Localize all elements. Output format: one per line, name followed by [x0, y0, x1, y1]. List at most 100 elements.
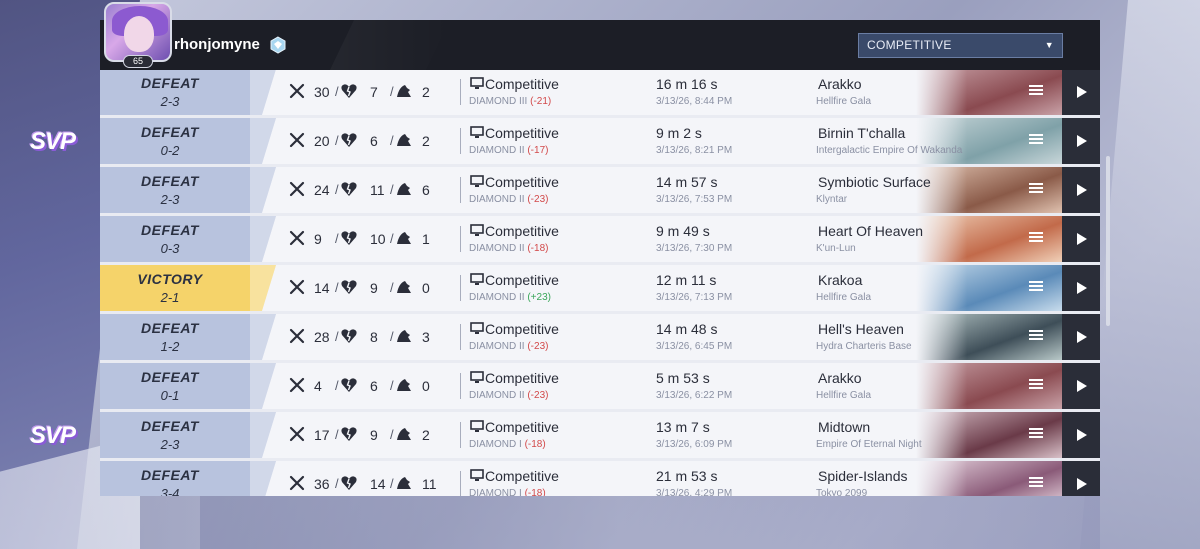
mode-filter-dropdown[interactable]: COMPETITIVE ▼ [858, 33, 1063, 58]
menu-icon[interactable] [1028, 181, 1044, 195]
menu-icon[interactable] [1028, 230, 1044, 244]
rank-tier: DIAMOND II [469, 390, 525, 401]
rank-change: DIAMOND II (-17) [469, 145, 548, 156]
match-row[interactable]: DEFEAT 2-3 24 / 11 / 6 Competitive DIAMOND II (-… [100, 167, 1100, 213]
map-name: Heart Of Heaven [818, 223, 924, 239]
match-datetime: 3/13/26, 7:13 PM [656, 292, 733, 303]
player-avatar[interactable] [104, 2, 172, 62]
kills-count: 24 [314, 182, 330, 198]
replay-button[interactable] [1062, 461, 1100, 496]
kda-separator: / [390, 476, 394, 491]
match-row[interactable]: DEFEAT 2-3 30 / 7 / 2 Competitive DIAMOND III (-… [100, 70, 1100, 115]
rank-delta: (-23) [527, 390, 549, 401]
rank-change: DIAMOND II (-18) [469, 243, 548, 254]
rank-change: DIAMOND II (-23) [469, 341, 548, 352]
match-mode: Competitive [485, 419, 559, 435]
deaths-count: 9 [370, 427, 378, 443]
map-region: Hellfire Gala [816, 292, 872, 303]
match-row[interactable]: DEFEAT 0-2 20 / 6 / 2 Competitive DIAMOND II (-1… [100, 118, 1100, 164]
kda-separator: / [390, 280, 394, 295]
rank-tier: DIAMOND II [469, 145, 525, 156]
map-name: Spider-Islands [818, 468, 908, 484]
match-row[interactable]: DEFEAT 0-1 4 / 6 / 0 Competitive DIAMOND II (-23… [100, 363, 1100, 409]
play-icon [1077, 380, 1087, 392]
match-result: VICTORY [137, 271, 203, 287]
replay-button[interactable] [1062, 265, 1100, 311]
map-thumbnail [916, 70, 1062, 115]
match-result: DEFEAT [141, 222, 199, 238]
match-history-list[interactable]: DEFEAT 2-3 30/7/2 Competitive DIAMOND III (-… [100, 70, 1100, 496]
column-divider [460, 373, 461, 399]
menu-icon[interactable] [1028, 279, 1044, 293]
menu-icon[interactable] [1028, 83, 1044, 97]
menu-icon[interactable] [1028, 328, 1044, 342]
broken-heart-icon [341, 231, 357, 245]
kills-count: 17 [314, 427, 330, 443]
assists-count: 2 [422, 84, 430, 100]
rank-change: DIAMOND II (-23) [469, 194, 548, 205]
menu-icon[interactable] [1028, 377, 1044, 391]
match-result: DEFEAT [141, 369, 199, 385]
match-duration: 16 m 16 s [656, 76, 718, 92]
match-row[interactable]: DEFEAT 0-3 9 / 10 / 1 Competitive DIAMOND II (-1… [100, 216, 1100, 262]
assists-count: 0 [422, 378, 430, 394]
replay-button[interactable] [1062, 314, 1100, 360]
assist-hand-icon [397, 134, 411, 146]
match-mode: Competitive [485, 370, 559, 386]
match-mode: Competitive [485, 272, 559, 288]
replay-button[interactable] [1062, 412, 1100, 458]
rank-emblem-icon [270, 36, 286, 54]
map-name: Midtown [818, 419, 871, 435]
play-icon [1077, 331, 1087, 343]
result-cell-shade [250, 70, 276, 115]
match-row[interactable]: VICTORY 2-1 14 / 9 / 0 Competitive DIAMOND II (+… [100, 265, 1100, 311]
map-thumbnail [916, 314, 1062, 360]
menu-icon[interactable] [1028, 475, 1044, 489]
map-thumbnail [916, 412, 1062, 458]
assist-hand-icon [397, 330, 411, 342]
replay-button[interactable] [1062, 363, 1100, 409]
map-region: Hydra Charteris Base [816, 341, 912, 352]
rank-change: DIAMOND III (-21) [469, 96, 551, 107]
result-cell: DEFEAT 0-1 [100, 363, 276, 409]
rank-change: DIAMOND I (-18) [469, 439, 546, 450]
result-cell: DEFEAT 2-3 [100, 70, 276, 115]
play-icon [1077, 233, 1087, 245]
svp-badge: SVP [30, 422, 76, 449]
replay-button[interactable] [1062, 70, 1100, 115]
match-datetime: 3/13/26, 6:22 PM [656, 390, 733, 401]
mode-filter-value: COMPETITIVE [867, 38, 952, 52]
kills-count: 14 [314, 280, 330, 296]
match-row[interactable]: DEFEAT 3-4 36 / 14 / 11 Competitive DIAMOND I (-… [100, 461, 1100, 496]
result-cell: DEFEAT 0-3 [100, 216, 276, 262]
assists-count: 11 [422, 476, 437, 492]
match-score: 2-1 [160, 290, 180, 305]
match-row[interactable]: DEFEAT 1-2 28 / 8 / 3 Competitive DIAMOND II (-2… [100, 314, 1100, 360]
map-thumbnail [916, 265, 1062, 311]
map-region: Intergalactic Empire Of Wakanda [816, 145, 963, 156]
replay-button[interactable] [1062, 216, 1100, 262]
list-scrollbar[interactable] [1106, 156, 1110, 326]
kda-separator: / [335, 280, 339, 295]
match-row[interactable]: DEFEAT 2-3 17 / 9 / 2 Competitive DIAMOND I (-18… [100, 412, 1100, 458]
map-name: Hell's Heaven [818, 321, 904, 337]
play-icon [1077, 184, 1087, 196]
replay-button[interactable] [1062, 118, 1100, 164]
menu-icon[interactable] [1028, 426, 1044, 440]
assists-count: 2 [422, 133, 430, 149]
player-level-badge: 65 [123, 55, 153, 68]
match-mode: Competitive [485, 468, 559, 484]
rank-change: DIAMOND I (-18) [469, 488, 546, 496]
map-region: K'un-Lun [816, 243, 856, 254]
deaths-count: 14 [370, 476, 386, 492]
replay-button[interactable] [1062, 167, 1100, 213]
background-shape-bottom [140, 496, 1100, 549]
rank-change: DIAMOND II (-23) [469, 390, 548, 401]
menu-icon[interactable] [1028, 132, 1044, 146]
broken-heart-icon [341, 84, 357, 98]
match-mode: Competitive [485, 174, 559, 190]
monitor-icon [470, 322, 484, 334]
kda-separator: / [335, 231, 339, 246]
result-cell-shade [250, 216, 276, 262]
monitor-icon [470, 469, 484, 481]
